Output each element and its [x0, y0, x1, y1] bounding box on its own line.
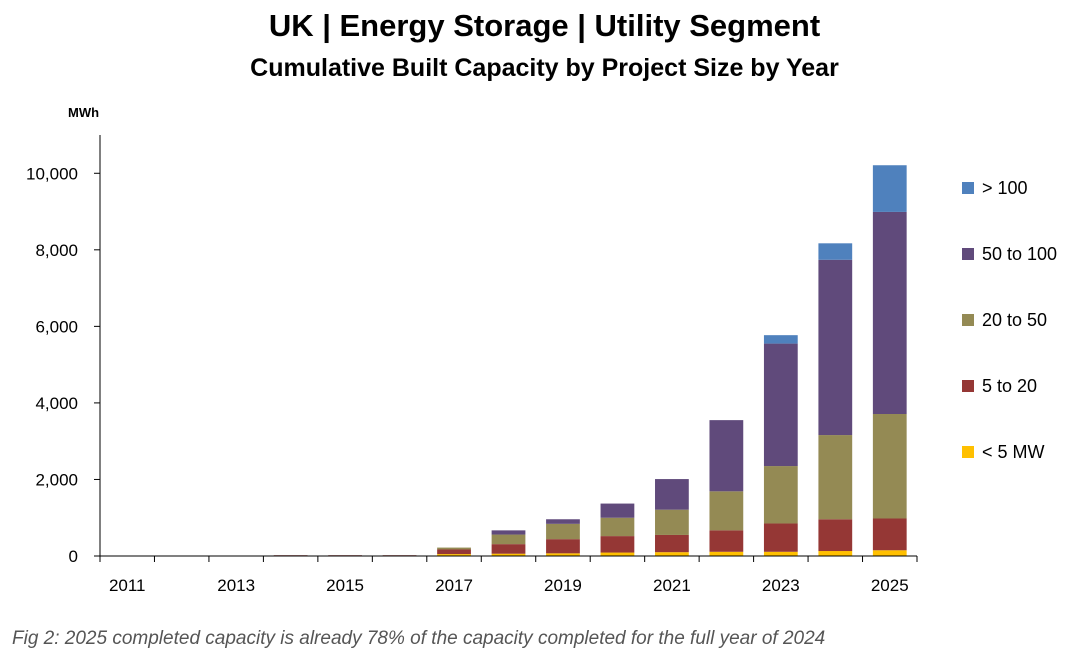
bar-segment-2023-s2 [763, 466, 798, 524]
bar-segment-2017-s1 [437, 549, 471, 555]
bar-segment-2024-s4 [818, 243, 853, 260]
bar-segment-2019-s3 [546, 519, 580, 524]
x-tick-label: 2019 [544, 576, 582, 595]
x-tick-label: 2011 [109, 576, 146, 595]
y-tick-label: 10,000 [26, 164, 78, 183]
bar-segment-2019-s1 [546, 539, 580, 554]
bar-segment-2017-s0 [437, 554, 471, 556]
chart-subtitle: Cumulative Built Capacity by Project Siz… [250, 54, 839, 82]
y-tick-label: 2,000 [35, 470, 78, 489]
legend-swatch [962, 248, 974, 260]
x-tick-label: 2023 [762, 576, 800, 595]
legend-label: 50 to 100 [982, 244, 1057, 264]
legend-label: > 100 [982, 178, 1028, 198]
bar-segment-2024-s3 [818, 259, 853, 436]
legend-swatch [962, 380, 974, 392]
x-tick-label: 2025 [871, 576, 909, 595]
chart-title: UK | Energy Storage | Utility Segment [268, 8, 821, 43]
bar-segment-2023-s0 [763, 551, 798, 556]
bar-segment-2021-s2 [655, 509, 689, 535]
y-tick-label: 8,000 [35, 241, 78, 260]
y-tick-label: 4,000 [35, 394, 78, 413]
bar-segment-2018-s1 [491, 544, 526, 554]
legend-swatch [962, 182, 974, 194]
bar-segment-2020-s0 [600, 552, 635, 556]
bar-segment-2025-s4 [872, 165, 907, 212]
legend-label: < 5 MW [982, 442, 1045, 462]
legend: > 100 50 to 100 20 to 50 5 to 20 < 5 MW [962, 178, 1057, 462]
bar-segment-2021-s0 [655, 552, 689, 556]
y-axis-unit-label: MWh [68, 105, 99, 120]
bar-segment-2023-s1 [763, 523, 798, 552]
x-tick-label: 2015 [326, 576, 364, 595]
bar-segment-2019-s2 [546, 523, 580, 540]
stacked-bar-chart: MWh 0 2,000 4,000 6,000 8,000 10,000 2011 2013 2… [26, 105, 1057, 595]
bar-segment-2021-s3 [655, 479, 689, 510]
legend-label: 20 to 50 [982, 310, 1047, 330]
bar-segment-2018-s0 [491, 553, 526, 556]
x-tick-label: 2021 [653, 576, 691, 595]
y-tick-label: 6,000 [35, 317, 78, 336]
bar-segment-2024-s0 [818, 551, 853, 556]
bar-segment-2018-s3 [491, 530, 526, 535]
bar-segment-2025-s2 [872, 414, 907, 519]
bar-segment-2022-s3 [709, 420, 744, 492]
legend-swatch [962, 446, 974, 458]
x-tick-label: 2017 [435, 576, 473, 595]
bar-segment-2023-s3 [763, 343, 798, 467]
bar-segment-2018-s2 [491, 534, 526, 545]
bar-segment-2022-s2 [709, 491, 744, 531]
legend-swatch [962, 314, 974, 326]
bar-segment-2023-s4 [763, 335, 798, 344]
bar-segment-2019-s0 [546, 553, 580, 556]
bar-segment-2022-s1 [709, 530, 744, 552]
bar-segment-2025-s1 [872, 518, 907, 551]
bars-group [273, 165, 907, 556]
bar-segment-2025-s3 [872, 211, 907, 415]
bar-segment-2017-s2 [437, 547, 471, 550]
bar-segment-2024-s1 [818, 519, 853, 552]
bar-segment-2024-s2 [818, 435, 853, 520]
bar-segment-2022-s0 [709, 551, 744, 556]
x-tick-label: 2013 [217, 576, 255, 595]
bar-segment-2020-s1 [600, 536, 635, 553]
axes-group: 0 2,000 4,000 6,000 8,000 10,000 2011 2013 2015 2… [26, 135, 918, 595]
bar-segment-2021-s1 [655, 534, 689, 553]
figure-caption: Fig 2: 2025 completed capacity is alread… [12, 628, 826, 649]
bar-segment-2025-s0 [872, 550, 907, 556]
legend-label: 5 to 20 [982, 376, 1037, 396]
y-tick-label: 0 [69, 547, 78, 566]
bar-segment-2020-s2 [600, 517, 635, 537]
bar-segment-2020-s3 [600, 503, 635, 518]
